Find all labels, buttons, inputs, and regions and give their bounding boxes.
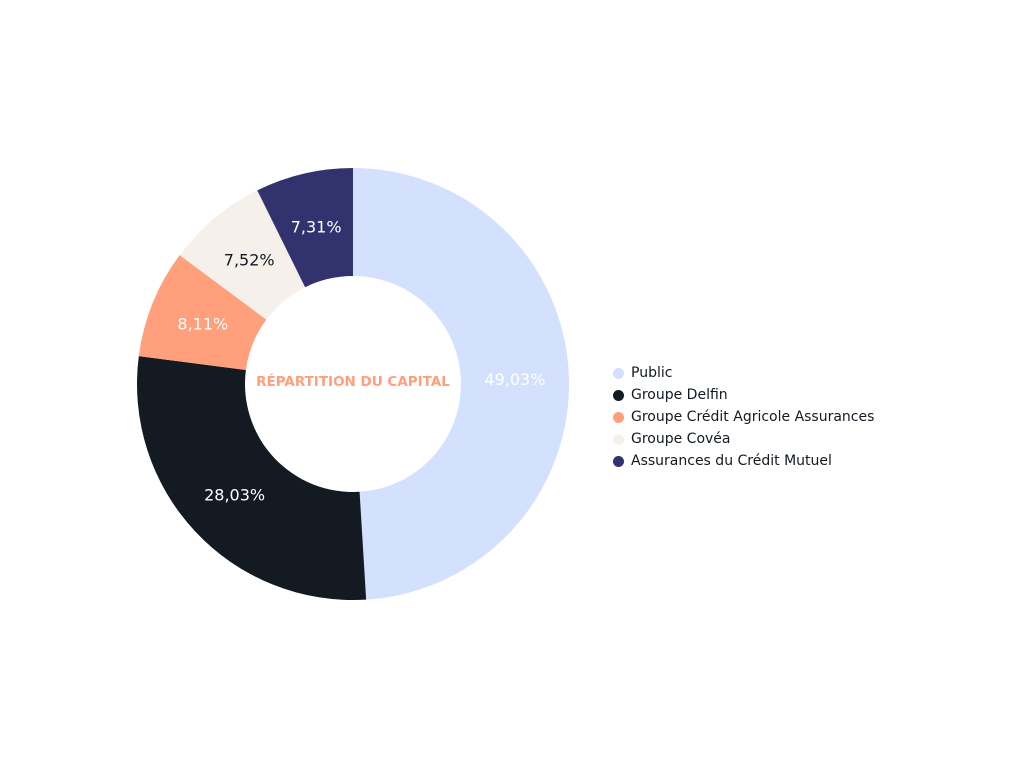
legend-swatch-icon [613,455,624,467]
donut-slice-1[interactable] [136,356,367,600]
legend-label: Public [631,365,673,381]
legend-item[interactable]: Groupe Crédit Agricole Assurances [613,406,874,428]
chart-title: RÉPARTITION DU CAPITAL [256,374,450,390]
data-label-4: 7,31% [291,217,342,236]
legend-item[interactable]: Assurances du Crédit Mutuel [613,450,874,472]
legend-swatch-icon [613,411,624,423]
legend-item[interactable]: Public [613,362,874,384]
donut-slice-2[interactable] [138,255,267,371]
legend-item[interactable]: Groupe Delfin [613,384,874,406]
data-label-3: 7,52% [224,251,275,270]
legend-label: Groupe Covéa [631,431,731,447]
data-label-1: 28,03% [204,486,265,505]
legend-swatch-icon [613,367,624,379]
data-label-0: 49,03% [484,370,545,389]
legend-label: Groupe Crédit Agricole Assurances [631,409,875,425]
legend-swatch-icon [613,433,624,445]
legend: Public Groupe Delfin Groupe Crédit Agricol… [613,362,874,472]
legend-label: Groupe Delfin [631,387,728,403]
legend-swatch-icon [613,389,624,401]
legend-item[interactable]: Groupe Covéa [613,428,874,450]
donut-slice-4[interactable] [257,168,353,288]
data-label-2: 8,11% [177,314,228,333]
legend-label: Assurances du Crédit Mutuel [631,453,832,469]
donut-slice-0[interactable] [353,168,569,600]
donut-slice-3[interactable] [179,190,306,320]
